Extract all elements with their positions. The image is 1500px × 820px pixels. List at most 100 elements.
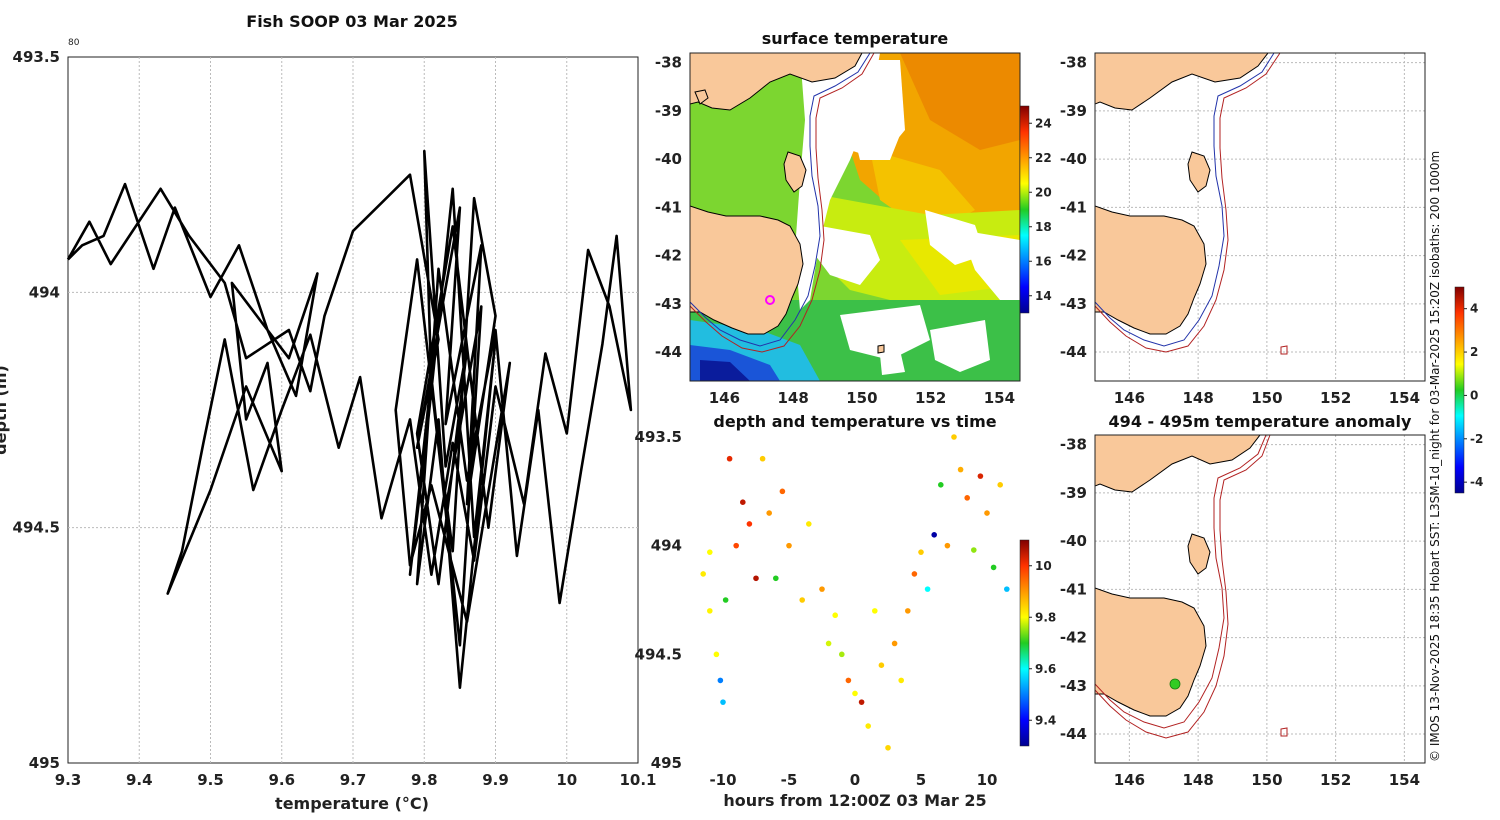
map-y-tick-label: -43 <box>1060 295 1087 313</box>
map-x-tick-label: 148 <box>1182 389 1213 407</box>
time-point <box>1004 586 1010 592</box>
time-title: depth and temperature vs time <box>713 412 996 431</box>
colorbar-tick-label: 14 <box>1035 289 1052 303</box>
time-point <box>759 455 766 462</box>
map-y-tick-label: -39 <box>1060 484 1087 502</box>
time-point <box>707 549 713 555</box>
profile-y-tick-label: 494.5 <box>13 519 60 537</box>
time-point <box>911 571 918 577</box>
time-point <box>905 608 911 614</box>
map-y-tick-label: -41 <box>655 198 682 216</box>
map-y-tick-label: -40 <box>1060 150 1087 168</box>
time-point <box>924 586 931 592</box>
track-map-y-ticks: -38 -39 -40 -41 -42 -43 -44 <box>1060 54 1087 361</box>
colorbar-tick-label: 18 <box>1035 220 1052 234</box>
time-point <box>872 608 878 614</box>
colorbar-tick-label: 4 <box>1470 302 1478 316</box>
map-y-tick-label: -40 <box>655 150 682 168</box>
profile-x-tick-label: 9.7 <box>340 771 367 789</box>
profile-panel: Fish SOOP 03 Mar 2025 80 9.3 9.4 9.5 9.6 9.7… <box>0 12 657 813</box>
map-y-tick-label: -44 <box>1060 343 1087 361</box>
map-y-tick-label: -41 <box>1060 580 1087 598</box>
sst-map-panel: surface temperature <box>655 29 1052 407</box>
time-point <box>971 547 977 553</box>
map-y-tick-label: -41 <box>1060 198 1087 216</box>
profile-x-tick-label: 9.8 <box>411 771 438 789</box>
time-x-tick-label: 5 <box>916 771 926 789</box>
anomaly-x-ticks: 146 148 150 152 154 <box>1114 771 1420 789</box>
time-x-tick-label: -5 <box>781 771 798 789</box>
time-point <box>944 542 951 549</box>
time-point <box>746 521 753 527</box>
time-point <box>957 466 964 473</box>
colorbar-tick-label: 9.6 <box>1035 662 1056 676</box>
time-y-tick-label: 494 <box>651 537 682 555</box>
time-point <box>819 586 825 592</box>
time-point <box>865 723 871 729</box>
anomaly-y-ticks: -38 -39 -40 -41 -42 -43 -44 <box>1060 436 1087 743</box>
anomaly-title: 494 - 495m temperature anomaly <box>1109 412 1412 431</box>
anomaly-colorbar <box>1454 286 1465 494</box>
time-point <box>773 575 779 582</box>
time-point <box>852 690 858 697</box>
sst-field <box>690 53 1020 381</box>
time-point <box>858 699 865 705</box>
time-x-label: hours from 12:00Z 03 Mar 25 <box>723 791 986 810</box>
colorbar-tick-label: -2 <box>1470 432 1483 446</box>
map-x-tick-label: 154 <box>1389 389 1420 407</box>
colorbar-tick-label: 16 <box>1035 254 1052 268</box>
time-point <box>918 549 924 555</box>
profile-y-tick-label: 493.5 <box>13 48 60 66</box>
time-point <box>717 677 724 684</box>
map-y-tick-label: -39 <box>655 102 682 120</box>
time-point <box>722 597 729 603</box>
map-y-tick-label: -43 <box>655 295 682 313</box>
sst-colorbar <box>1019 105 1030 314</box>
colorbar-tick-label: -4 <box>1470 475 1483 489</box>
colorbar-tick-label: 0 <box>1470 388 1478 402</box>
map-x-tick-label: 146 <box>709 389 740 407</box>
anomaly-map-panel: 494 - 495m temperature anomaly 146 148 150… <box>1060 286 1483 789</box>
profile-x-ticks: 9.3 9.4 9.5 9.6 9.7 9.8 9.9 10 10.1 <box>55 771 657 789</box>
map-x-tick-label: 154 <box>984 389 1015 407</box>
map-x-tick-label: 148 <box>1182 771 1213 789</box>
map-x-tick-label: 152 <box>1320 771 1351 789</box>
profile-x-tick-label: 9.6 <box>268 771 295 789</box>
time-point <box>707 608 713 614</box>
anomaly-marker <box>1169 678 1181 690</box>
colorbar-tick-label: 20 <box>1035 185 1052 199</box>
time-point <box>839 651 845 658</box>
map-y-tick-label: -40 <box>1060 532 1087 550</box>
profile-x-tick-label: 9.3 <box>55 771 82 789</box>
time-point <box>720 699 726 705</box>
time-colorbar <box>1019 539 1030 747</box>
time-panel: depth and temperature vs time -10 -5 0 5 10 … <box>635 412 1057 810</box>
profile-y-tick-label: 495 <box>29 754 60 772</box>
profile-x-tick-label: 9.4 <box>126 771 153 789</box>
time-axes <box>690 437 1020 763</box>
profile-y-label: depth (m) <box>0 365 10 455</box>
time-point <box>786 542 792 549</box>
time-point <box>938 482 944 488</box>
sst-title: surface temperature <box>762 29 949 48</box>
time-point <box>825 640 832 647</box>
time-point <box>977 473 984 479</box>
map-x-tick-label: 152 <box>1320 389 1351 407</box>
time-point <box>726 455 733 462</box>
time-point <box>997 482 1003 488</box>
time-x-tick-label: 0 <box>850 771 860 789</box>
map-x-tick-label: 150 <box>1251 771 1282 789</box>
time-x-ticks: -10 -5 0 5 10 <box>709 771 997 789</box>
track-map-x-ticks: 146 148 150 152 154 <box>1114 389 1420 407</box>
time-point <box>753 575 759 582</box>
time-point <box>898 677 904 684</box>
colorbar-tick-label: 10 <box>1035 559 1052 573</box>
profile-corner-label: 80 <box>68 38 80 48</box>
time-point <box>984 510 990 516</box>
profile-x-label: temperature (°C) <box>275 794 429 813</box>
time-point <box>779 488 786 495</box>
time-x-tick-label: -10 <box>709 771 736 789</box>
profile-title: Fish SOOP 03 Mar 2025 <box>246 12 457 31</box>
map-x-tick-label: 152 <box>915 389 946 407</box>
